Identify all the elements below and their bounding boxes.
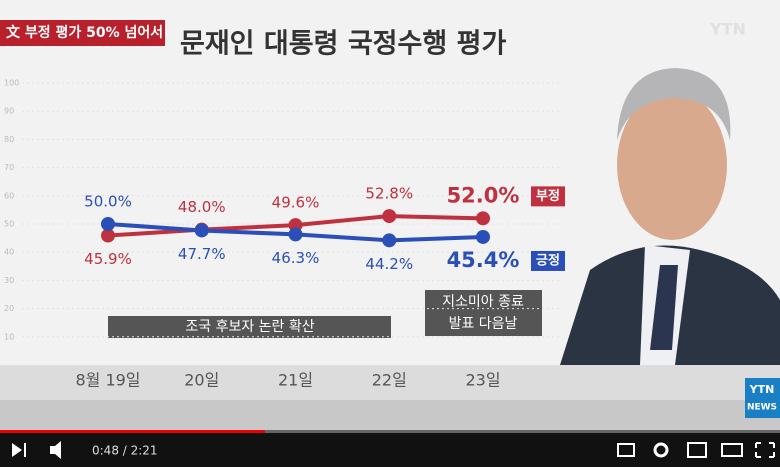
x-tick-label: 8월 19일 [75,371,140,390]
x-tick-label: 22일 [372,371,407,390]
point [288,227,303,242]
y-tick-label: 70 [4,163,14,172]
value-label: 44.2% [365,255,413,273]
point [194,223,209,238]
value-label: 52.8% [365,185,413,203]
plot: 10 20 30 40 50 60 70 80 90 100 8월 19일 20일 21일 22일 23일 4… [4,79,565,390]
volume-button[interactable] [50,441,61,459]
value-label: 46.3% [272,249,320,267]
banner: 文 부정 평가 50% 넘어서 [6,24,163,41]
hair [617,68,731,140]
y-tick-label: 60 [4,191,14,200]
value-label: 49.6% [272,194,320,212]
y-tick-label: 10 [4,332,14,341]
y-tick-label: 30 [4,276,14,285]
fullscreen-button[interactable] [755,442,775,458]
legend-label: 부정 [536,188,560,204]
point [382,209,397,224]
x-tick-label: 20일 [184,371,219,390]
captions-button[interactable] [617,443,635,457]
annotation: 발표 다음날 [449,316,518,332]
annotation-box [425,290,542,336]
value-label: 47.7% [178,245,226,263]
legend-box [531,186,565,207]
value-label: 45.4% [447,248,520,272]
time: 0:48 / 2:21 [92,444,158,458]
annotation-box [108,316,391,338]
theater-button[interactable] [721,443,743,457]
value-label: 45.9% [84,250,132,268]
point [476,211,490,226]
y-tick-label: 20 [4,304,14,313]
progress-track [0,430,780,433]
point [382,233,397,248]
y-tick-label: 50 [4,220,14,229]
y-tick-label: 40 [4,248,14,257]
point [101,217,115,231]
point [476,229,490,244]
annotation: 조국 후보자 논란 확산 [185,319,314,335]
corner-logo-box [745,378,780,418]
face [617,90,727,240]
value-label: 48.0% [178,198,226,216]
x-tick-label: 23일 [465,371,500,390]
point [101,228,115,243]
corner-logo-top: YTN [749,383,775,396]
portrait [560,68,780,365]
tie [650,265,678,350]
annotation: 지소미아 종료 [442,294,524,310]
logo: YTN [709,20,746,39]
corner-logo-bottom: NEWS [747,403,777,413]
value-label: 50.0% [84,193,132,211]
value-label: 52.0% [447,183,520,207]
y-tick-label: 80 [4,135,14,144]
y-tick-label: 100 [4,79,19,88]
axis-band [0,365,780,400]
progress[interactable] [0,430,265,433]
control-bar [0,430,780,467]
miniplayer-button[interactable] [687,442,707,458]
footer-band [0,400,780,430]
settings-button[interactable] [653,442,669,458]
y-tick-label: 90 [4,107,14,116]
next-button[interactable] [12,443,26,457]
chart-title: 문재인 대통령 국정수행 평가 [180,29,506,60]
legend-box [531,250,565,271]
banner-box [0,20,165,46]
x-tick-label: 21일 [278,371,313,390]
legend-label: 긍정 [536,252,560,268]
